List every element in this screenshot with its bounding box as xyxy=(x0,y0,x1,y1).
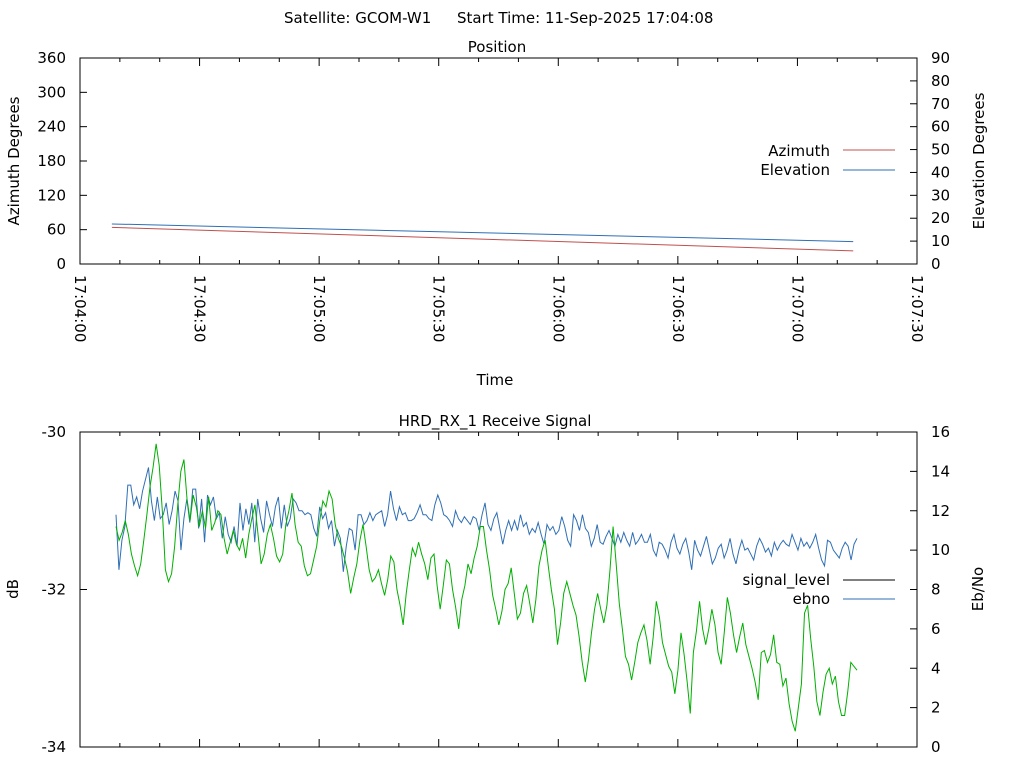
position-y2-tick-label: 80 xyxy=(931,72,950,90)
position-y-tick-label: 60 xyxy=(47,221,66,239)
position-y-tick-label: 240 xyxy=(37,118,66,136)
elevation-line xyxy=(111,223,854,243)
legend-elevation-label: Elevation xyxy=(760,161,830,179)
signal-y2-tick-label: 6 xyxy=(931,620,941,638)
position-y2-tick-label: 50 xyxy=(931,141,950,159)
position-x-tick-label: 17:05:30 xyxy=(430,275,448,342)
position-y2-tick-label: 20 xyxy=(931,209,950,227)
position-x-axis-label: Time xyxy=(476,371,514,389)
signal-y-tick-label: -30 xyxy=(42,423,67,441)
position-y2-tick-label: 90 xyxy=(931,49,950,67)
signal-y2-tick-label: 8 xyxy=(931,581,941,599)
signal-level-line xyxy=(115,443,858,732)
signal-y2-tick-label: 10 xyxy=(931,541,950,559)
position-title: Position xyxy=(468,38,526,56)
start-time-label: Start Time: 11-Sep-2025 17:04:08 xyxy=(457,9,713,27)
position-panel: Position Azimuth Degrees Elevation Degre… xyxy=(5,38,988,389)
position-y2-tick-label: 60 xyxy=(931,118,950,136)
signal-y2-tick-label: 4 xyxy=(931,659,941,677)
signal-y-tick-label: -32 xyxy=(42,581,67,599)
signal-series xyxy=(115,443,858,732)
position-x-tick-label: 17:04:00 xyxy=(71,275,89,342)
position-x-tick-label: 17:06:00 xyxy=(549,275,567,342)
ebno-line xyxy=(115,467,858,572)
position-y-tick-label: 120 xyxy=(37,186,66,204)
position-y2-axis-label: Elevation Degrees xyxy=(970,92,988,229)
signal-legend: signal_level ebno xyxy=(742,571,895,608)
position-legend: Azimuth Elevation xyxy=(760,142,895,179)
signal-y-axis-label: dB xyxy=(4,579,22,599)
position-ticks: 0 60 120 180 240 300 360 0 10 20 30 40 50 60 70 80 90 17:… xyxy=(37,49,950,342)
legend-signal-level-label: signal_level xyxy=(742,571,830,590)
signal-y2-axis-label: Eb/No xyxy=(969,567,987,611)
position-y-tick-label: 360 xyxy=(37,49,66,67)
signal-title: HRD_RX_1 Receive Signal xyxy=(399,412,592,431)
signal-y2-tick-label: 0 xyxy=(931,738,941,756)
satellite-label: Satellite: GCOM-W1 xyxy=(284,9,431,27)
position-y-tick-label: 0 xyxy=(56,255,66,273)
position-y2-tick-label: 40 xyxy=(931,163,950,181)
position-y2-tick-label: 0 xyxy=(931,255,941,273)
signal-y2-tick-label: 12 xyxy=(931,502,950,520)
signal-y2-tick-label: 2 xyxy=(931,699,941,717)
azimuth-line xyxy=(111,226,854,252)
signal-panel: HRD_RX_1 Receive Signal dB Eb/No -34-32-… xyxy=(4,412,987,756)
signal-y-tick-label: -34 xyxy=(42,738,67,756)
position-y-tick-label: 180 xyxy=(37,152,66,170)
position-x-tick-label: 17:04:30 xyxy=(191,275,209,342)
signal-y2-tick-label: 16 xyxy=(931,423,950,441)
position-x-tick-label: 17:05:00 xyxy=(310,275,328,342)
signal-y2-tick-label: 14 xyxy=(931,462,950,480)
legend-ebno-label: ebno xyxy=(793,590,830,608)
position-series xyxy=(111,223,854,252)
position-y2-tick-label: 70 xyxy=(931,95,950,113)
position-y-axis-label: Azimuth Degrees xyxy=(5,96,23,225)
position-x-tick-label: 17:07:00 xyxy=(788,275,806,342)
position-y2-tick-label: 30 xyxy=(931,186,950,204)
position-x-tick-label: 17:07:30 xyxy=(908,275,926,342)
signal-ticks: -34 -32 -30 0 2 4 6 8 10 12 14 16 xyxy=(42,423,951,756)
position-y2-tick-label: 10 xyxy=(931,232,950,250)
legend-azimuth-label: Azimuth xyxy=(768,142,830,160)
position-y-tick-label: 300 xyxy=(37,83,66,101)
position-x-tick-label: 17:06:30 xyxy=(669,275,687,342)
